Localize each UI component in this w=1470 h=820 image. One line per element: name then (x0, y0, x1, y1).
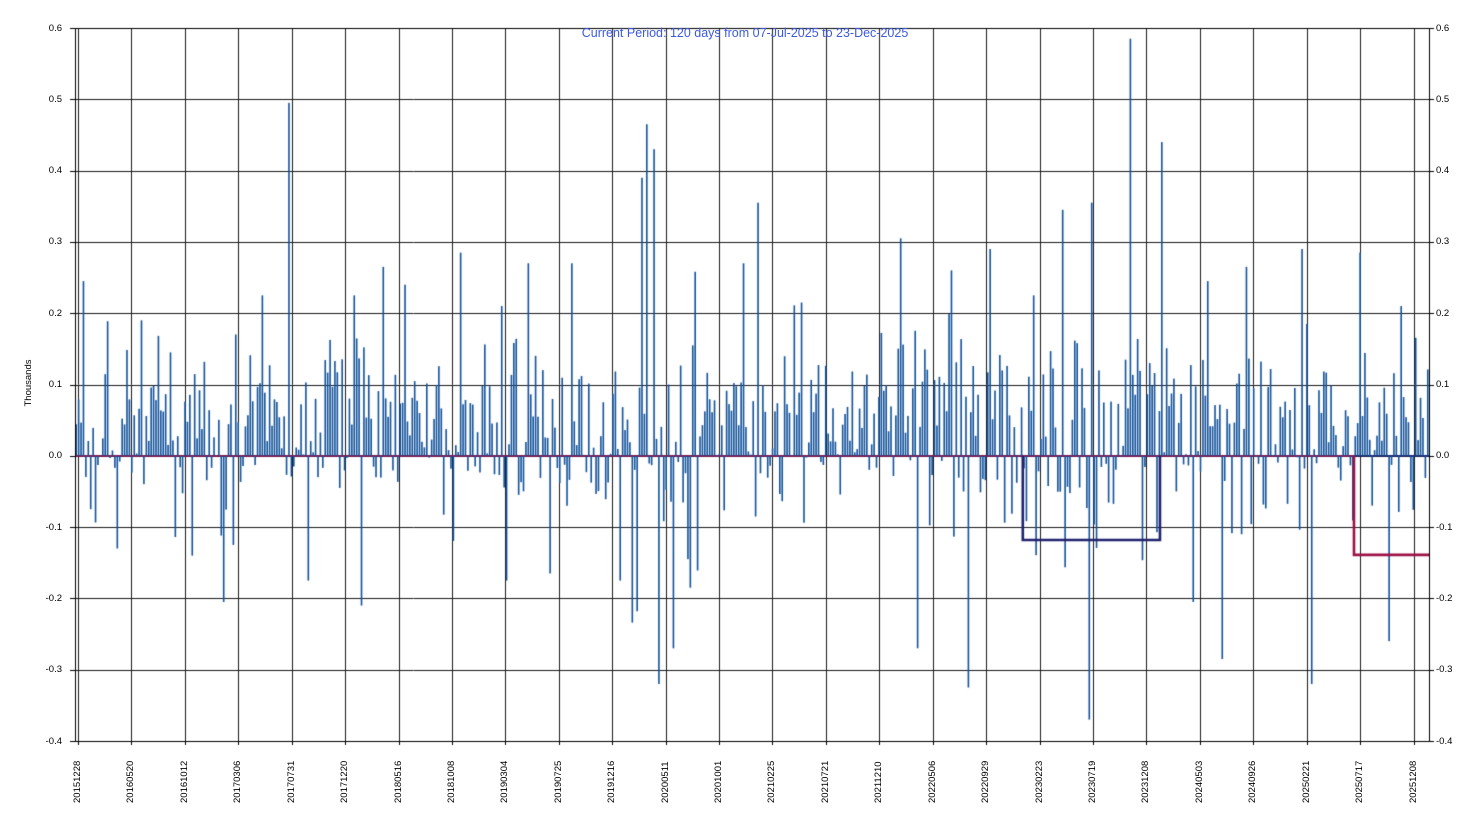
x-tick-label: 20181008 (445, 760, 457, 803)
x-tick-label: 20220506 (926, 760, 938, 803)
y-tick-label: -0.2 (45, 592, 62, 604)
y-tick-label: 0.0 (1436, 450, 1450, 462)
x-tick-label: 20220929 (980, 760, 992, 803)
y-tick-label: 0.2 (48, 307, 62, 319)
x-tick-label: 20170731 (285, 760, 297, 803)
chart-title-current-period: Current Period: 120 days from 07-Jul-202… (581, 26, 909, 40)
x-tick-label: 20190304 (499, 760, 511, 803)
y-tick-label: -0.3 (45, 664, 62, 676)
x-tick-label: 20151228 (72, 760, 83, 803)
x-tick-label: 20240926 (1247, 760, 1259, 803)
x-tick-label: 20210225 (766, 760, 778, 803)
y-tick-label: 0.6 (48, 22, 62, 34)
x-tick-label: 20251208 (1407, 760, 1419, 803)
x-tick-label: 20160520 (125, 760, 137, 803)
chart-title-stress-period: Stress Period: 252 days from 13-Jan-2023… (40, 39, 1450, 52)
x-tick-label: 20250221 (1300, 760, 1312, 803)
y-tick-label: 0.5 (1436, 93, 1450, 105)
x-tick-label: 20231208 (1140, 760, 1152, 803)
y-tick-label: -0.1 (1436, 521, 1453, 533)
y-tick-label: 0.5 (48, 93, 62, 105)
x-tick-label: 20230223 (1033, 760, 1045, 803)
y-tick-label: 0.1 (1436, 379, 1450, 390)
y-tick-label: -0.1 (45, 521, 62, 533)
x-tick-label: 20250717 (1354, 760, 1366, 803)
y-tick-label: 0.4 (1436, 165, 1450, 177)
y-tick-label: 0.2 (1436, 307, 1450, 319)
y-tick-label: 0.0 (48, 450, 62, 462)
x-tick-label: 20200511 (659, 761, 671, 803)
x-tick-label: 20171220 (339, 760, 351, 803)
x-tick-label: 20191216 (606, 760, 618, 803)
x-tick-label: 20230719 (1086, 760, 1098, 803)
chart-title-client: ClientId TV2 CNS_V2 (40, 12, 1450, 19)
x-tick-label: 20201001 (713, 760, 725, 803)
y-tick-label: -0.4 (1436, 735, 1453, 747)
x-tick-label: 20210721 (819, 760, 831, 803)
y-tick-label: -0.3 (1436, 664, 1453, 676)
x-tick-label: 20170306 (232, 760, 244, 803)
x-tick-label: 20190725 (552, 760, 564, 803)
x-tick-label: 20211210 (873, 761, 885, 803)
x-tick-label: 20180516 (392, 760, 404, 803)
y-tick-label: 0.4 (48, 165, 62, 177)
y-tick-label: 0.3 (1436, 236, 1450, 248)
y-tick-label: 0.3 (48, 236, 62, 248)
x-tick-label: 20161012 (178, 760, 190, 803)
x-tick-label: 20240503 (1193, 760, 1205, 803)
y-tick-label: 0.1 (48, 379, 62, 390)
y-tick-label: -0.4 (45, 735, 62, 747)
y-tick-label: 0.6 (1436, 22, 1450, 34)
y-tick-label: -0.2 (1436, 592, 1453, 604)
